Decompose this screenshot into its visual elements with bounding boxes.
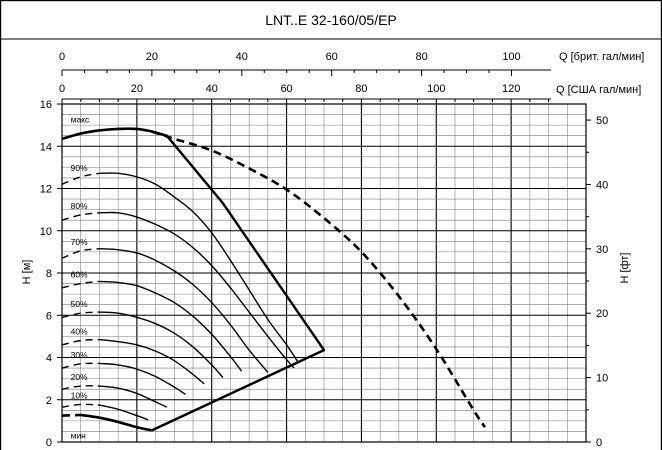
- series-2-label: 80%: [71, 201, 88, 211]
- series-1-dashed: [61, 172, 100, 185]
- x-usgpm-tick-label: 120: [502, 83, 520, 95]
- x-axis-usgpm-label: Q [США гал/мин]: [556, 84, 641, 96]
- series-4-label: 60%: [71, 270, 88, 280]
- y-tick-label: 6: [46, 310, 52, 322]
- x-usgpm-tick-label: 100: [427, 83, 445, 95]
- series-8-dashed: [61, 385, 100, 390]
- series-6-dashed: [61, 338, 100, 346]
- y-tick-label: 14: [40, 141, 52, 153]
- series-9-dashed: [61, 403, 100, 408]
- series-3-dashed: [61, 248, 100, 259]
- x-ukgpm-tick-label: 60: [326, 51, 338, 63]
- x-usgpm-tick-label: 60: [280, 83, 292, 95]
- x-ukgpm-tick-label: 100: [502, 51, 520, 63]
- x-axis-ukgpm-label: Q [брит. гал/мин]: [559, 51, 644, 63]
- y-tick-label: 4: [46, 353, 52, 365]
- series-5-label: 50%: [71, 299, 88, 309]
- series-5-solid: [99, 311, 224, 379]
- series-3-solid: [99, 248, 269, 373]
- y-axis-label: H [м]: [21, 260, 33, 285]
- grid-layer: [61, 103, 587, 443]
- operating-envelope: [151, 130, 326, 432]
- y-tick-label: 16: [40, 99, 52, 111]
- y-tick-label: 10: [40, 226, 52, 238]
- y2-tick-label: 10: [596, 373, 608, 385]
- chart-title: LNT..E 32-160/05/EP: [265, 12, 397, 28]
- curve-labels-layer: макс 90% 80% 70% 60% 50% 40% 30% 20% 10% мин: [71, 114, 90, 440]
- series-7-dashed: [61, 362, 100, 369]
- series-4-solid: [99, 280, 243, 372]
- series-8-label: 20%: [71, 372, 88, 382]
- x-ukgpm-tick-label: 80: [415, 51, 427, 63]
- x-usgpm-tick-label: 20: [131, 83, 143, 95]
- y2-tick-label: 0: [596, 437, 602, 449]
- series-9-label: 10%: [71, 390, 88, 400]
- series-8-solid: [99, 385, 168, 408]
- y-tick-label: 0: [46, 437, 52, 449]
- x-ukgpm-tick-label: 40: [236, 51, 248, 63]
- series-5-dashed: [61, 311, 100, 319]
- x-ukgpm-tick-label: 20: [146, 51, 158, 63]
- x-ukgpm-tick-label: 0: [59, 51, 65, 63]
- series-6-label: 40%: [71, 327, 88, 337]
- series-1-solid: [99, 172, 299, 363]
- x-usgpm-tick-label: 40: [206, 83, 218, 95]
- series-0-label: макс: [71, 114, 90, 124]
- series-4-dashed: [61, 280, 100, 289]
- y2-tick-label: 50: [596, 115, 608, 127]
- series-6-solid: [99, 338, 205, 385]
- y-tick-label: 12: [40, 184, 52, 196]
- x-usgpm-tick-label: 80: [355, 83, 367, 95]
- series-10-solid: [80, 413, 153, 432]
- series-9-solid: [99, 404, 149, 421]
- y2-tick-label: 40: [596, 179, 608, 191]
- series-0-dashed: [151, 130, 487, 428]
- y2-axis-label: H [фт]: [619, 253, 631, 284]
- y2-tick-label: 30: [596, 244, 608, 256]
- y-tick-label: 2: [46, 395, 52, 407]
- series-7-label: 30%: [71, 350, 88, 360]
- series-7-solid: [99, 362, 186, 396]
- series-0-solid: [61, 127, 153, 141]
- series-10-label: мин: [71, 430, 87, 440]
- series-3-label: 70%: [71, 237, 88, 247]
- curves-layer: [61, 127, 487, 432]
- series-10-dashed: [61, 413, 81, 417]
- axes-layer: 0 2 4 6 8 10 12 14 16 0 10 20 30 40 50 0 20 40 60 80 100 0 20 4…: [40, 51, 609, 449]
- y-tick-label: 8: [46, 268, 52, 280]
- series-2-dashed: [61, 212, 100, 221]
- y2-tick-label: 20: [596, 308, 608, 320]
- series-1-label: 90%: [71, 163, 88, 173]
- x-usgpm-tick-label: 0: [59, 83, 65, 95]
- series-2-solid: [99, 211, 295, 369]
